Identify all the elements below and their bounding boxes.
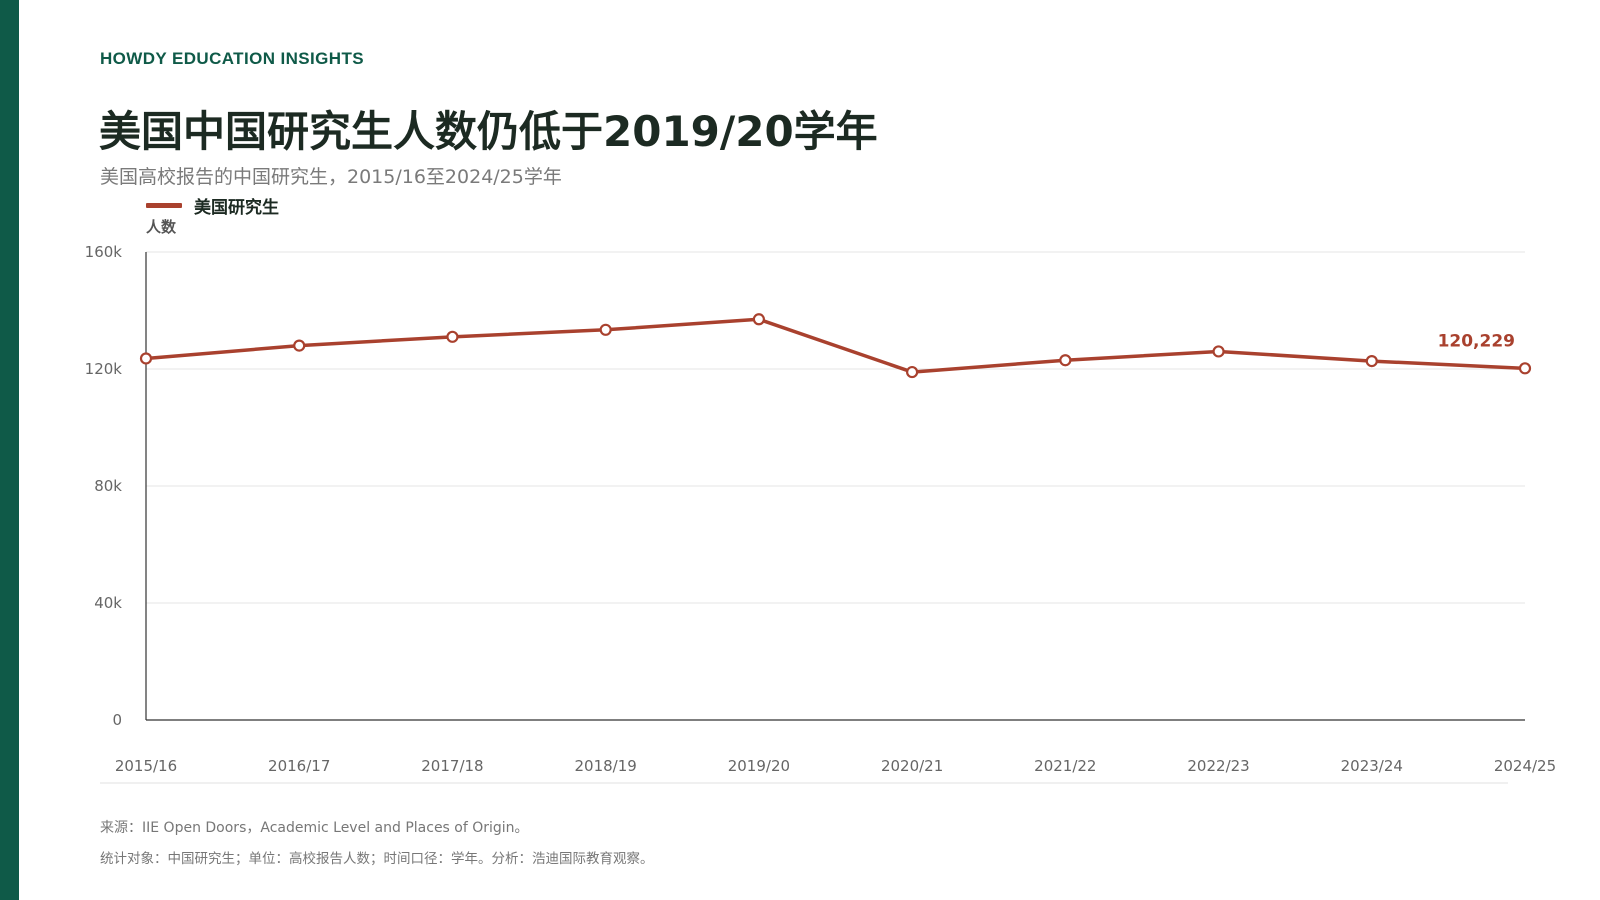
y-tick-label: 0 [112, 711, 122, 729]
data-point [1365, 355, 1378, 368]
data-point [599, 323, 612, 336]
x-tick-label: 2024/25 [1494, 757, 1556, 775]
chart-title: 美国中国研究生人数仍低于2019/20学年 [99, 107, 878, 156]
x-tick-label: 2016/17 [268, 757, 330, 775]
y-axis-unit: 人数 [146, 218, 177, 236]
data-point [1518, 362, 1532, 375]
accent-sidebar [0, 0, 19, 900]
chart-subtitle: 美国高校报告的中国研究生，2015/16至2024/25学年 [100, 166, 562, 188]
y-tick-label: 40k [94, 594, 122, 612]
x-tick-label: 2021/22 [1034, 757, 1096, 775]
x-tick-label: 2019/20 [728, 757, 790, 775]
data-point [906, 365, 919, 379]
y-tick-label: 160k [85, 243, 123, 261]
x-tick-label: 2020/21 [881, 757, 943, 775]
data-point [1059, 354, 1072, 367]
data-point [1212, 345, 1225, 358]
x-tick-label: 2022/23 [1187, 757, 1249, 775]
data-point [293, 339, 306, 352]
y-tick-label: 80k [94, 477, 122, 495]
x-tick-label: 2023/24 [1341, 757, 1403, 775]
data-point [752, 313, 765, 326]
x-tick-label: 2017/18 [421, 757, 483, 775]
data-point [446, 330, 459, 343]
legend: 美国研究生 [146, 193, 279, 218]
x-tick-label: 2015/16 [115, 757, 177, 775]
source-note: 来源：IIE Open Doors，Academic Level and Pla… [100, 820, 529, 836]
legend-swatch [146, 203, 182, 208]
data-point [139, 352, 153, 365]
brand-label: HOWDY EDUCATION INSIGHTS [100, 49, 364, 68]
method-note: 统计对象：中国研究生；单位：高校报告人数；时间口径：学年。分析：浩迪国际教育观察… [100, 851, 654, 867]
end-value-label: 120,229 [1438, 331, 1515, 351]
x-tick-label: 2018/19 [575, 757, 637, 775]
legend-label: 美国研究生 [194, 198, 279, 218]
y-tick-label: 120k [85, 360, 123, 378]
series-line [144, 317, 1527, 374]
